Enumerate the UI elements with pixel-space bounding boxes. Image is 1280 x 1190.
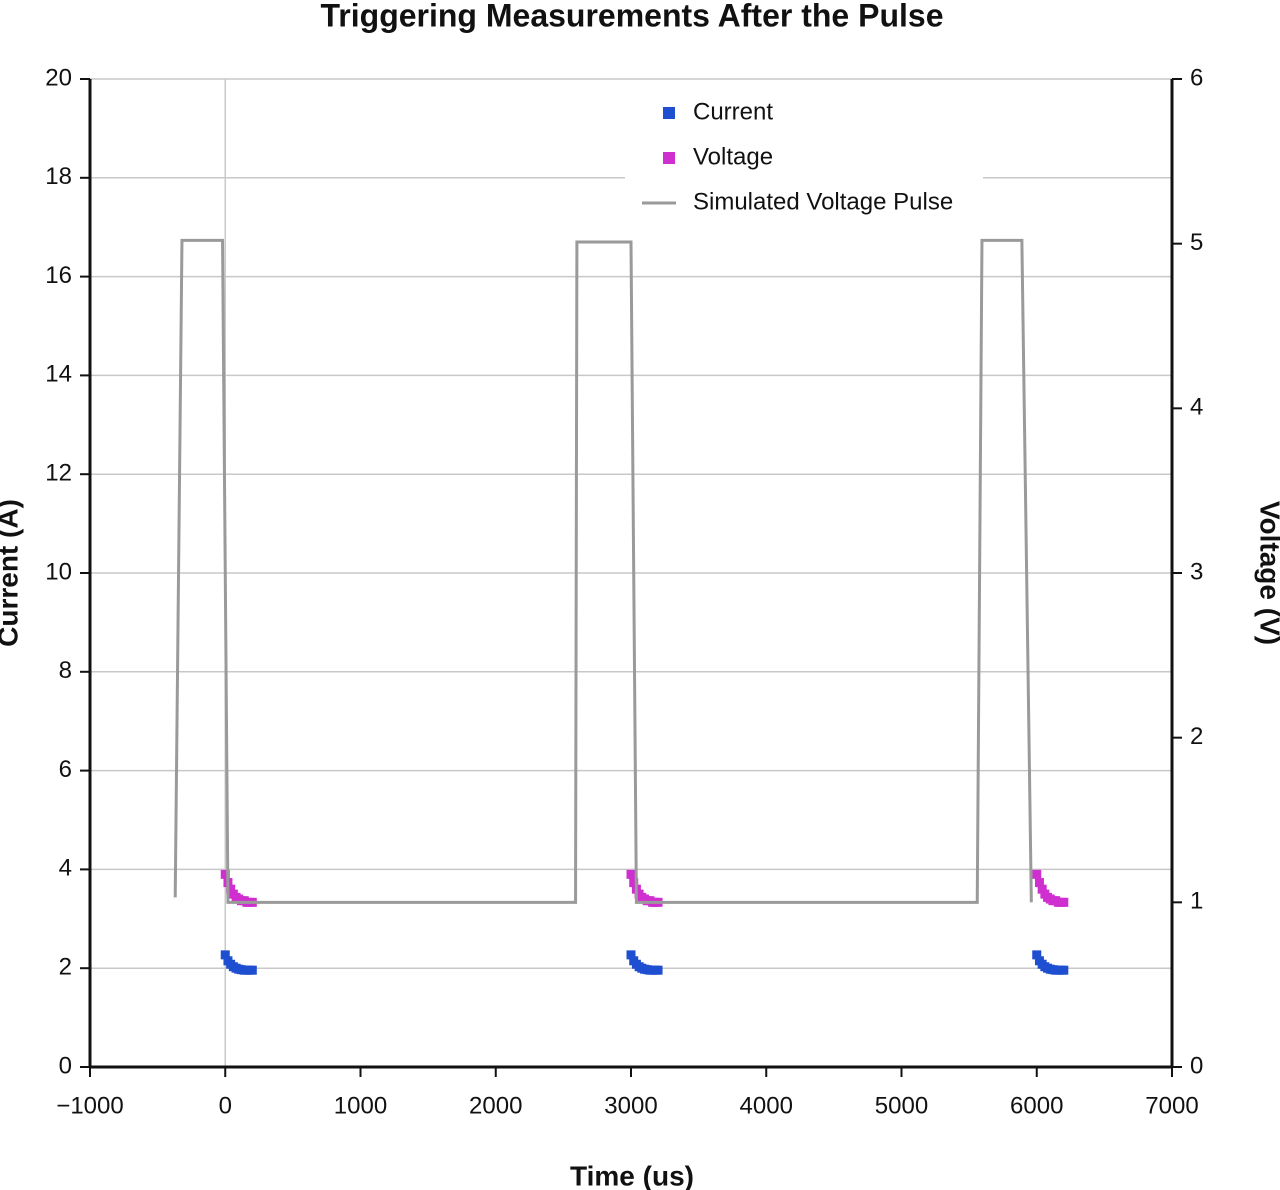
legend: Current Voltage Simulated Voltage Pulse [625, 92, 983, 224]
point [1059, 897, 1069, 907]
legend-background [625, 92, 983, 224]
y-tick-label: 16 [45, 262, 72, 289]
x-tick-label: 7000 [1145, 1092, 1198, 1119]
y2-tick-label: 4 [1190, 394, 1203, 421]
x-tick-label: 5000 [875, 1092, 928, 1119]
x-tick-label: 3000 [604, 1092, 657, 1119]
y-tick-label: 0 [59, 1052, 72, 1079]
y-tick-label: 10 [45, 558, 72, 585]
point [1034, 878, 1044, 888]
x-tick-label: 4000 [740, 1092, 793, 1119]
legend-swatch [663, 107, 675, 119]
point [1059, 965, 1069, 975]
y-tick-label: 4 [59, 855, 72, 882]
point [226, 884, 236, 894]
y-tick-label: 20 [45, 64, 72, 91]
point [1037, 884, 1047, 894]
legend-label: Simulated Voltage Pulse [693, 188, 953, 215]
chart-title: Triggering Measurements After the Pulse [321, 0, 944, 33]
legend-label: Current [693, 98, 773, 125]
y-tick-label: 12 [45, 460, 72, 487]
legend-swatch [663, 152, 675, 164]
y-tick-label: 6 [59, 756, 72, 783]
x-tick-label: −1000 [56, 1092, 123, 1119]
x-tick-label: 6000 [1010, 1092, 1063, 1119]
y-axis-title: Current (A) [0, 499, 23, 647]
y2-tick-label: 1 [1190, 888, 1203, 915]
x-tick-label: 0 [219, 1092, 232, 1119]
y2-tick-label: 3 [1190, 558, 1203, 585]
legend-label: Voltage [693, 143, 773, 170]
y-tick-label: 8 [59, 657, 72, 684]
point [247, 965, 257, 975]
point [1032, 869, 1042, 879]
y2-axis-title: Voltage (V) [1255, 501, 1280, 645]
x-tick-label: 1000 [334, 1092, 387, 1119]
point [626, 869, 636, 879]
y2-tick-label: 0 [1190, 1052, 1203, 1079]
point [1032, 950, 1042, 960]
pulse-line [173, 238, 1033, 904]
x-tick-label: 2000 [469, 1092, 522, 1119]
y-tick-label: 14 [45, 361, 72, 388]
y-tick-label: 2 [59, 954, 72, 981]
y-tick-label: 18 [45, 163, 72, 190]
point [653, 965, 663, 975]
point [629, 878, 639, 888]
y2-tick-label: 5 [1190, 229, 1203, 256]
point [220, 869, 230, 879]
point [626, 950, 636, 960]
y2-tick-label: 2 [1190, 723, 1203, 750]
x-axis-title: Time (us) [570, 1160, 694, 1190]
y2-tick-label: 6 [1190, 64, 1203, 91]
point [220, 950, 230, 960]
